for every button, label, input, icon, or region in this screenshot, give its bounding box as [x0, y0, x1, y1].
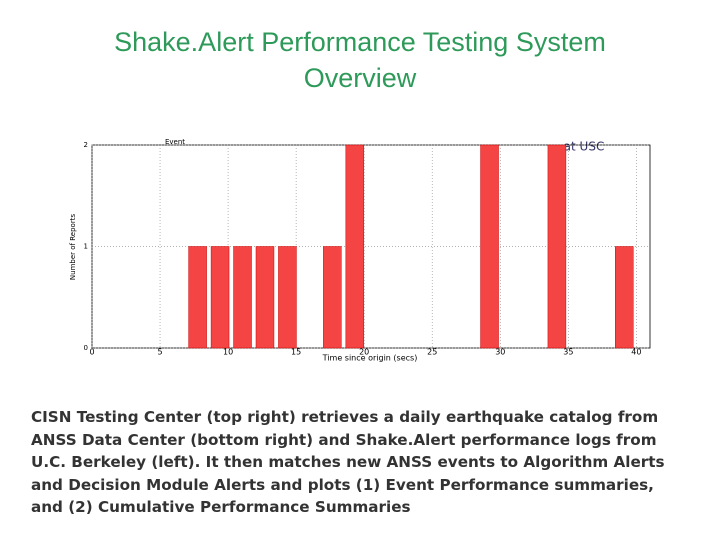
slide-title: Shake.Alert Performance Testing System O… — [114, 27, 606, 93]
annotation: at USC — [564, 140, 605, 154]
caption-line: and (2) Cumulative Performance Summaries — [31, 498, 411, 516]
x-tick-label: 5 — [158, 348, 163, 357]
bar — [188, 246, 207, 349]
x-tick-label: 0 — [89, 348, 94, 357]
bar — [615, 246, 634, 349]
bar — [345, 144, 365, 349]
y-tick-label: 1 — [84, 243, 88, 251]
bar — [210, 246, 230, 349]
caption-line: U.C. Berkeley (left). It then matches ne… — [31, 453, 665, 471]
bar — [323, 246, 342, 349]
y-axis-label: Number of Reports — [69, 214, 77, 281]
x-axis-label: Time since origin (secs) — [322, 354, 418, 363]
x-tick-label: 30 — [495, 348, 505, 357]
caption-line: CISN Testing Center (top right) retrieve… — [31, 408, 659, 426]
bar — [233, 246, 252, 349]
y-tick-label: 0 — [84, 344, 88, 352]
bar — [547, 144, 567, 349]
x-tick-label: 15 — [291, 348, 301, 357]
caption: CISN Testing Center (top right) retrieve… — [31, 406, 711, 519]
x-tick-label: 20 — [359, 348, 369, 357]
chart-title: Event — [165, 138, 185, 146]
bar — [480, 144, 499, 349]
x-tick-label: 10 — [223, 348, 233, 357]
y-tick-label: 2 — [84, 141, 88, 149]
caption-line: ANSS Data Center (bottom right) and Shak… — [31, 430, 657, 449]
bar — [255, 246, 275, 349]
bar — [278, 246, 297, 349]
x-tick-label: 40 — [631, 348, 641, 357]
x-tick-label: 35 — [563, 348, 573, 357]
x-tick-label: 25 — [427, 348, 437, 357]
chart: Event at USC Time since origin (secs) Nu… — [69, 138, 651, 363]
caption-line: and Decision Module Alerts and plots (1)… — [31, 475, 654, 494]
